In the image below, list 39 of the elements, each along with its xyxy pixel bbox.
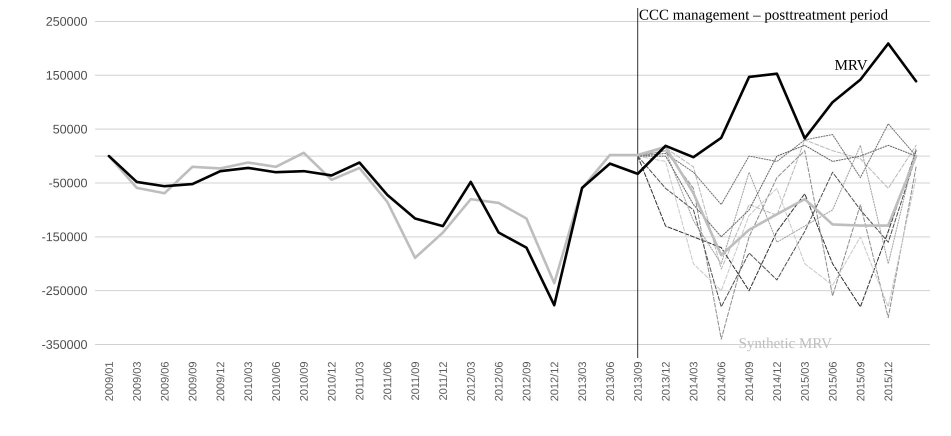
x-tick-label: 2013/12: [662, 362, 670, 401]
x-tick-label: 2014/03: [689, 362, 698, 401]
x-tick-label: 2009/03: [132, 362, 141, 401]
x-tick-label: 2011/12: [438, 362, 447, 400]
x-tick-label: 2011/06: [383, 362, 392, 400]
x-tick-label: 2012/03: [466, 362, 475, 401]
x-tick-label: 2010/06: [272, 362, 280, 401]
x-tick-label: 2015/09: [856, 362, 864, 401]
x-tick-label: 2015/12: [884, 362, 892, 401]
x-tick-label: 2009/06: [160, 362, 169, 401]
y-tick-label: -250000: [42, 286, 87, 296]
x-tick-label: 2010/12: [328, 362, 336, 401]
y-tick-label: 50000: [53, 124, 87, 134]
x-tick-label: 2009/12: [216, 362, 224, 401]
x-tick-label: 2012/06: [494, 362, 503, 401]
x-tick-label: 2011/09: [411, 362, 420, 400]
x-tick-label: 2012/12: [550, 362, 558, 401]
x-tick-label: 2013/09: [634, 362, 642, 401]
y-tick-label: 150000: [46, 70, 87, 80]
y-tick-label: -350000: [42, 340, 87, 349]
x-tick-label: 2009/09: [188, 362, 196, 401]
ref-line-label: CCC management – posttreatment period: [640, 9, 888, 23]
x-tick-label: 2013/03: [578, 362, 586, 401]
x-tick-label: 2014/09: [745, 362, 754, 401]
x-tick-label: 2010/03: [244, 362, 252, 401]
x-tick-label: 2009/01: [104, 362, 113, 401]
text: Synthetic MRV: [740, 338, 832, 352]
x-tick-label: 2014/06: [717, 362, 726, 401]
x-tick-label: 2015/06: [828, 362, 837, 401]
x-tick-label: 2012/09: [522, 362, 530, 401]
x-tick-label: 2011/03: [355, 362, 364, 400]
y-tick-label: -50000: [49, 178, 87, 188]
x-tick-label: 2014/12: [772, 362, 781, 401]
series-label: MRV: [835, 60, 868, 70]
x-tick-label: 2015/03: [800, 362, 809, 401]
y-tick-label: -150000: [42, 232, 87, 242]
x-tick-label: 2010/09: [300, 362, 308, 401]
y-tick-label: 250000: [46, 17, 87, 26]
x-tick-label: 2013/06: [606, 362, 614, 401]
